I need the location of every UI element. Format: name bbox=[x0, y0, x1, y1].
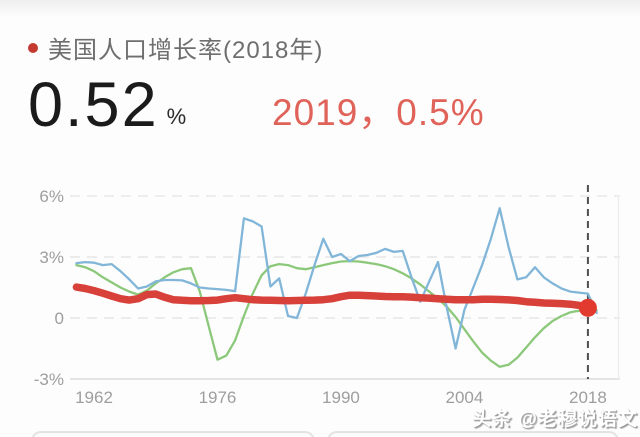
line-us-growth-rate bbox=[72, 283, 592, 312]
gridlines bbox=[70, 195, 620, 380]
y-axis-tick-label: 6% bbox=[39, 187, 64, 206]
x-axis-tick-label: 2018 bbox=[569, 388, 607, 407]
y-axis-labels: 6% 3% 0 -3% bbox=[34, 187, 64, 389]
y-axis-tick-label: 3% bbox=[39, 248, 64, 267]
page-title: 美国人口增长率(2018年) bbox=[48, 37, 324, 64]
bottom-card-right[interactable] bbox=[327, 431, 619, 437]
top-strip bbox=[0, 0, 640, 18]
watermark: 头条 @老穆说语文 bbox=[472, 409, 638, 430]
highlight-annotation: 2019，0.5% bbox=[272, 92, 485, 133]
line-comparison-blue bbox=[75, 207, 598, 350]
y-axis-tick-label: 0 bbox=[55, 309, 64, 328]
bottom-card-left[interactable] bbox=[31, 431, 315, 437]
current-value-dot[interactable] bbox=[578, 298, 597, 317]
x-axis-tick-label: 1990 bbox=[322, 388, 360, 407]
x-axis-tick-label: 1976 bbox=[199, 388, 237, 407]
y-axis-tick-label: -3% bbox=[34, 370, 64, 389]
line-comparison-green bbox=[75, 259, 598, 368]
x-axis-tick-label: 2004 bbox=[446, 388, 484, 407]
x-axis-labels: 1962 1976 1990 2004 2018 bbox=[75, 388, 607, 407]
kpi-block: 0.52 % bbox=[28, 74, 186, 137]
x-axis-tick-label: 1962 bbox=[75, 388, 113, 407]
series-lines bbox=[72, 207, 598, 368]
kpi-unit: % bbox=[166, 104, 187, 129]
chart-header: 美国人口增长率(2018年) bbox=[28, 30, 323, 65]
kpi-value: 0.52 bbox=[28, 70, 159, 140]
red-bullet-icon bbox=[28, 42, 38, 53]
